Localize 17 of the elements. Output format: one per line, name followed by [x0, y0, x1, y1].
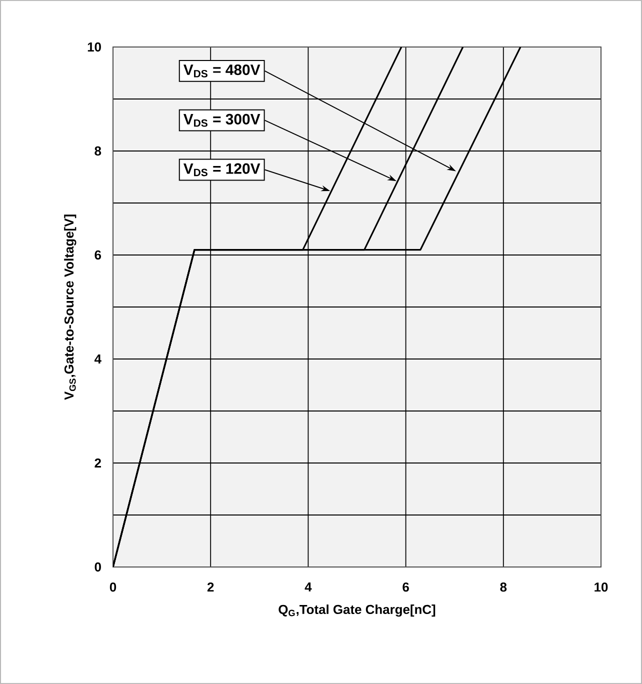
annotation: V$_{DS}$ = 300V [183, 114, 260, 127]
annotation: V$_{DS}$ = 120V [183, 163, 260, 176]
x-tick-label: 4 [304, 582, 312, 592]
y-tick-label: 2 [94, 458, 101, 468]
annotation: V$_{DS}$ = 480V [183, 64, 260, 78]
y-tick-label: 6 [94, 250, 102, 260]
y-axis-title: V$_{GS}$,Gate-to-Source Voltage[V] [64, 214, 76, 400]
x-tick-label: 10 [594, 582, 608, 592]
y-tick-label: 8 [94, 146, 102, 156]
x-tick-label: 8 [500, 582, 507, 592]
x-axis-title: Q$_{G}$,Total Gate Charge[nC] [278, 604, 436, 617]
x-tick-label: 0 [110, 582, 116, 592]
y-tick-label: 0 [94, 562, 101, 572]
y-tick-label: 10 [88, 42, 101, 52]
x-tick-label: 6 [402, 582, 409, 592]
x-tick-label: 2 [207, 582, 214, 592]
y-tick-label: 4 [94, 354, 102, 364]
